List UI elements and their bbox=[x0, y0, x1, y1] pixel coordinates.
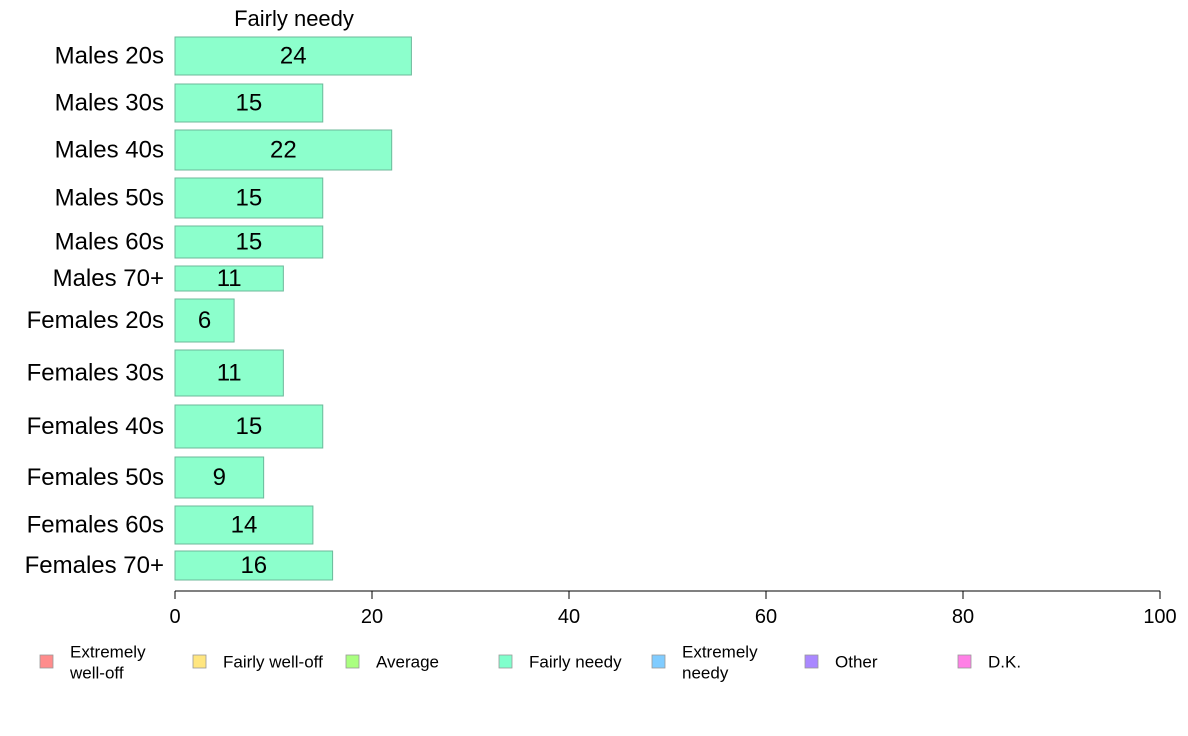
legend-swatch bbox=[804, 654, 819, 669]
bar bbox=[174, 505, 314, 545]
legend-swatch bbox=[498, 654, 513, 669]
legend-label: Fairly needy bbox=[529, 653, 622, 672]
legend-label: Average bbox=[376, 653, 439, 672]
bars-group: Males 20s 24 Males 30s 15 Males 40s 22 Males 5… bbox=[25, 36, 412, 581]
legend-label: needy bbox=[682, 664, 729, 683]
x-tick-label: 80 bbox=[952, 606, 974, 628]
chart-title: Fairly needy bbox=[234, 6, 354, 31]
legend-swatch bbox=[651, 654, 666, 669]
legend-label: Extremely bbox=[70, 643, 146, 662]
legend-swatch bbox=[957, 654, 972, 669]
legend: Extremely well-off Fairly well-off Average F… bbox=[39, 643, 1021, 683]
bar bbox=[174, 456, 265, 499]
legend-label: Extremely bbox=[682, 643, 758, 662]
category-label: Females 40s bbox=[27, 413, 164, 440]
bar bbox=[174, 550, 334, 581]
category-label: Males 30s bbox=[55, 90, 164, 117]
x-axis: 0 20 40 60 80 100 bbox=[169, 590, 1177, 628]
category-label: Females 30s bbox=[27, 360, 164, 387]
bar bbox=[174, 225, 324, 259]
value-label: 16 bbox=[240, 552, 267, 579]
bar bbox=[174, 298, 235, 343]
value-label: 11 bbox=[217, 265, 242, 292]
x-tick-label: 0 bbox=[169, 606, 180, 628]
category-label: Females 20s bbox=[27, 307, 164, 334]
x-tick-label: 60 bbox=[755, 606, 777, 628]
legend-label: Fairly well-off bbox=[223, 653, 323, 672]
bar bbox=[174, 129, 393, 171]
x-tick-label: 20 bbox=[361, 606, 383, 628]
legend-label: D.K. bbox=[988, 653, 1021, 672]
bar bbox=[174, 177, 324, 219]
bar bbox=[174, 83, 324, 123]
value-label: 22 bbox=[270, 137, 297, 164]
value-label: 11 bbox=[217, 360, 242, 387]
bar bbox=[174, 404, 324, 449]
x-tick-label: 40 bbox=[558, 606, 580, 628]
bar bbox=[174, 36, 412, 76]
category-label: Females 60s bbox=[27, 512, 164, 539]
bar bbox=[174, 349, 284, 397]
category-label: Females 70+ bbox=[25, 552, 164, 579]
value-label: 9 bbox=[213, 464, 226, 491]
category-label: Males 40s bbox=[55, 137, 164, 164]
category-label: Males 20s bbox=[55, 43, 164, 70]
legend-label: well-off bbox=[69, 664, 124, 683]
legend-swatch bbox=[39, 654, 54, 669]
legend-label: Other bbox=[835, 653, 878, 672]
x-tick-label: 100 bbox=[1143, 606, 1176, 628]
value-label: 15 bbox=[236, 413, 263, 440]
bar bbox=[174, 265, 284, 292]
value-label: 6 bbox=[198, 307, 211, 334]
legend-swatch bbox=[345, 654, 360, 669]
category-label: Males 60s bbox=[55, 229, 164, 256]
value-label: 15 bbox=[236, 229, 263, 256]
value-label: 15 bbox=[236, 185, 263, 212]
legend-swatch bbox=[192, 654, 207, 669]
category-label: Males 70+ bbox=[53, 265, 164, 292]
value-label: 24 bbox=[280, 43, 307, 70]
value-label: 15 bbox=[236, 90, 263, 117]
category-label: Females 50s bbox=[27, 464, 164, 491]
category-label: Males 50s bbox=[55, 185, 164, 212]
value-label: 14 bbox=[231, 512, 258, 539]
